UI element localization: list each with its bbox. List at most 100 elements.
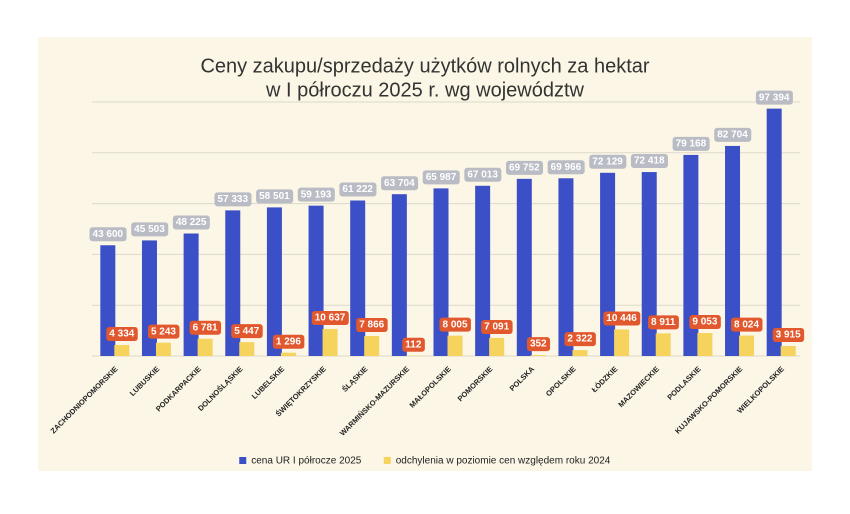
bar xyxy=(364,336,379,356)
bar xyxy=(781,346,796,356)
bar xyxy=(114,345,129,356)
data-label: 69 752 xyxy=(506,161,543,175)
bar xyxy=(267,207,282,356)
data-label-text: 352 xyxy=(530,339,547,350)
data-label: 82 704 xyxy=(714,128,751,142)
bar xyxy=(309,206,324,356)
data-label-text: 79 168 xyxy=(676,139,707,150)
data-label-text: 8 024 xyxy=(734,319,759,330)
data-label-text: 97 394 xyxy=(759,92,790,103)
data-label-text: 43 600 xyxy=(93,229,124,240)
data-label: 43 600 xyxy=(90,227,127,241)
data-label: 9 053 xyxy=(689,315,720,329)
bar xyxy=(198,339,213,356)
data-label: 10 637 xyxy=(312,311,349,325)
data-label: 4 334 xyxy=(106,327,137,341)
data-label-text: 69 752 xyxy=(509,162,540,173)
data-label: 45 503 xyxy=(131,222,168,236)
data-label: 65 987 xyxy=(423,170,460,184)
data-label-text: 57 333 xyxy=(217,194,248,205)
data-label: 8 024 xyxy=(731,318,762,332)
data-label: 48 225 xyxy=(173,216,210,230)
bar xyxy=(558,178,573,356)
bar xyxy=(739,336,754,356)
data-label: 97 394 xyxy=(756,91,793,105)
data-label-text: 9 053 xyxy=(692,317,717,328)
data-label-text: 82 704 xyxy=(717,130,748,141)
data-label-text: 8 911 xyxy=(651,317,676,328)
data-label: 7 866 xyxy=(356,318,387,332)
data-label-text: 63 704 xyxy=(384,178,415,189)
data-label: 10 446 xyxy=(603,311,640,325)
data-label: 5 447 xyxy=(231,324,262,338)
bar xyxy=(614,329,629,356)
data-label-text: 65 987 xyxy=(426,172,457,183)
data-label-text: 45 503 xyxy=(134,224,165,235)
data-label-text: 67 013 xyxy=(467,169,498,180)
bar xyxy=(531,355,546,356)
data-label: 6 781 xyxy=(190,321,221,335)
legend-label: cena UR I półrocze 2025 xyxy=(251,456,362,467)
bar xyxy=(156,343,171,356)
bar xyxy=(656,333,671,356)
bar xyxy=(697,333,712,356)
data-label-text: 69 966 xyxy=(551,162,582,173)
bar xyxy=(767,109,782,356)
bar xyxy=(489,338,504,356)
bar xyxy=(392,194,407,356)
bar xyxy=(239,342,254,356)
legend: cena UR I półrocze 2025 odchylenia w pozi… xyxy=(239,456,611,467)
data-label-text: 5 447 xyxy=(234,326,259,337)
legend-swatch xyxy=(239,457,246,464)
bar xyxy=(517,179,532,356)
data-label-text: 72 129 xyxy=(592,156,623,167)
data-label-text: 3 915 xyxy=(776,330,801,341)
chart-subtitle: w I półroczu 2025 r. wg województw xyxy=(265,79,584,101)
data-label: 72 129 xyxy=(589,155,626,169)
data-label: 5 243 xyxy=(148,325,179,339)
data-label-text: 10 446 xyxy=(606,313,637,324)
data-label-text: 58 501 xyxy=(259,191,290,202)
legend-label: odchylenia w poziomie cen względem roku … xyxy=(396,456,611,467)
data-label-text: 48 225 xyxy=(176,217,207,228)
data-label-text: 6 781 xyxy=(193,322,218,333)
data-label: 3 915 xyxy=(773,328,804,342)
bar xyxy=(448,336,463,356)
data-label: 79 168 xyxy=(673,137,710,151)
data-label: 112 xyxy=(402,338,425,352)
data-label: 72 418 xyxy=(631,154,668,168)
data-label: 59 193 xyxy=(298,188,335,202)
chart-title: Ceny zakupu/sprzedaży użytków rolnych za… xyxy=(200,55,649,77)
data-label: 352 xyxy=(527,337,550,351)
bar xyxy=(323,329,338,356)
data-label: 58 501 xyxy=(256,189,293,203)
data-label-text: 72 418 xyxy=(634,156,665,167)
data-label-text: 112 xyxy=(405,339,422,350)
data-label-text: 8 005 xyxy=(442,319,467,330)
bar xyxy=(350,200,365,356)
data-label: 57 333 xyxy=(214,192,251,206)
data-label-text: 1 296 xyxy=(276,336,301,347)
bar xyxy=(184,234,199,356)
data-label-text: 4 334 xyxy=(109,329,134,340)
data-label-text: 61 222 xyxy=(342,184,373,195)
data-label: 8 005 xyxy=(439,318,470,332)
data-label-text: 59 193 xyxy=(301,189,332,200)
data-label: 67 013 xyxy=(464,168,501,182)
data-label-text: 7 091 xyxy=(484,322,509,333)
data-label-text: 10 637 xyxy=(315,313,346,324)
data-label: 69 966 xyxy=(548,160,585,174)
bar xyxy=(600,173,615,356)
data-label: 2 322 xyxy=(564,332,595,346)
data-label: 63 704 xyxy=(381,176,418,190)
data-label-text: 7 866 xyxy=(359,320,384,331)
data-label: 7 091 xyxy=(481,320,512,334)
legend-swatch xyxy=(384,457,391,464)
data-label: 8 911 xyxy=(648,315,679,329)
bar xyxy=(572,350,587,356)
data-label-text: 5 243 xyxy=(151,326,176,337)
bar xyxy=(281,353,296,356)
data-label-text: 2 322 xyxy=(567,334,592,345)
